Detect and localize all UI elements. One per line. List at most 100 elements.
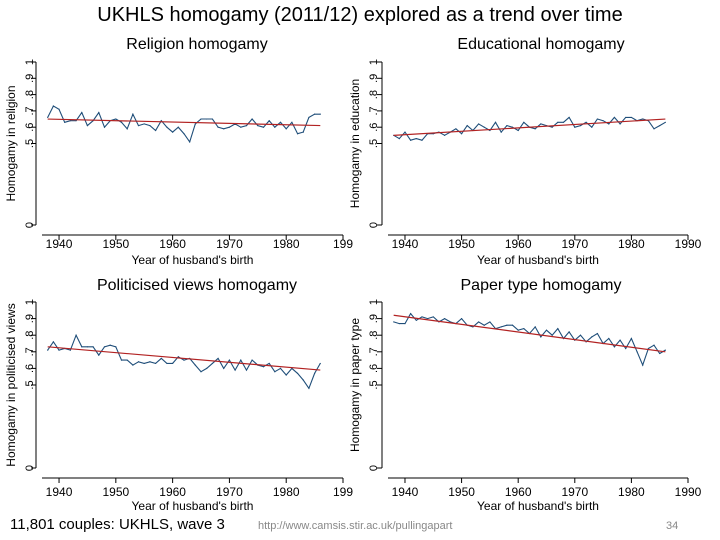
x-tick-label: 1950 xyxy=(102,485,129,499)
data-point xyxy=(636,351,638,353)
data-point xyxy=(149,124,151,127)
data-point xyxy=(398,138,400,140)
data-point xyxy=(308,387,310,389)
x-tick-label: 1990 xyxy=(675,237,702,251)
source-url[interactable]: http://www.camsis.stir.ac.uk/pullingapar… xyxy=(258,520,453,532)
data-point xyxy=(410,139,412,141)
data-point xyxy=(642,118,644,120)
data-point xyxy=(500,326,502,328)
trend-line xyxy=(393,118,666,136)
data-point xyxy=(206,118,208,120)
data-point xyxy=(653,128,655,130)
x-tick-label: 1950 xyxy=(448,237,475,251)
data-point xyxy=(183,133,185,135)
data-point xyxy=(109,344,111,346)
data-point xyxy=(166,126,168,128)
data-point xyxy=(69,120,71,122)
data-point xyxy=(103,346,106,348)
x-tick-label: 1960 xyxy=(159,237,186,251)
data-point xyxy=(421,139,423,141)
data-point xyxy=(257,124,259,127)
data-point xyxy=(75,120,77,122)
x-tick-label: 1950 xyxy=(102,237,129,251)
x-tick-label: 1960 xyxy=(159,485,186,499)
data-point xyxy=(120,359,123,361)
data-point xyxy=(659,124,661,127)
data-point xyxy=(477,321,480,323)
y-tick-label: .5 xyxy=(368,380,380,389)
data-point xyxy=(92,346,94,348)
y-axis-label: Homogamy in education xyxy=(348,79,362,208)
data-point xyxy=(172,362,174,365)
data-point xyxy=(240,126,242,128)
data-point xyxy=(455,128,457,130)
y-tick-label: .6 xyxy=(24,123,36,132)
data-point xyxy=(81,111,83,114)
data-point xyxy=(279,367,282,369)
data-point xyxy=(574,126,576,128)
data-point xyxy=(189,141,191,143)
data-point xyxy=(262,366,265,368)
data-point xyxy=(591,126,593,128)
data-point xyxy=(200,371,202,373)
data-point xyxy=(115,346,117,348)
data-point xyxy=(274,371,276,373)
data-point xyxy=(206,367,208,369)
data-point xyxy=(120,121,123,123)
data-point xyxy=(625,116,627,119)
trend-line xyxy=(47,346,321,371)
series-line xyxy=(47,105,321,144)
data-point xyxy=(319,113,321,115)
data-point xyxy=(291,121,293,123)
y-tick-label: .9 xyxy=(24,314,36,323)
data-point xyxy=(557,327,559,330)
data-point xyxy=(296,133,299,135)
y-tick-label: .9 xyxy=(368,74,380,83)
data-point xyxy=(421,316,423,318)
y-tick-label: .7 xyxy=(368,347,380,356)
chart-title: Politicised views homogamy xyxy=(97,277,297,294)
data-point xyxy=(274,126,276,128)
data-point xyxy=(579,124,582,127)
y-tick-label: .6 xyxy=(24,364,36,373)
x-tick-label: 1940 xyxy=(46,485,73,499)
series-line xyxy=(47,333,321,390)
data-point xyxy=(115,118,117,120)
data-point xyxy=(596,118,599,120)
data-point xyxy=(137,361,140,363)
y-tick-label: .8 xyxy=(368,90,380,99)
data-point xyxy=(477,123,480,125)
data-point xyxy=(647,347,649,350)
y-tick-label: 1 xyxy=(24,299,36,305)
data-point xyxy=(483,324,485,326)
y-tick-label: .8 xyxy=(24,331,36,340)
data-point xyxy=(506,324,508,326)
data-point xyxy=(314,372,316,374)
x-tick-label: 1970 xyxy=(216,485,243,499)
y-tick-label: .7 xyxy=(368,106,380,115)
data-point xyxy=(534,128,536,130)
data-point xyxy=(534,326,536,328)
data-point xyxy=(245,124,248,127)
x-tick-label: 1970 xyxy=(561,485,588,499)
data-point xyxy=(126,359,128,361)
data-point xyxy=(194,123,196,125)
page-number: 34 xyxy=(666,520,679,532)
footnote: 11,801 couples: UKHLS, wave 3 xyxy=(10,516,225,533)
data-point xyxy=(64,121,66,123)
data-point xyxy=(415,138,417,140)
x-tick-label: 1980 xyxy=(273,485,300,499)
chart-panel-3: Politicised views homogamy 1940 1950 1960 19… xyxy=(4,277,353,513)
data-point xyxy=(98,354,100,356)
data-point xyxy=(217,357,219,360)
y-tick-label: .6 xyxy=(368,123,380,132)
data-point xyxy=(427,318,429,320)
data-point xyxy=(540,336,542,338)
chart-panel-4: Paper type homogamy 1940 1950 1960 1970 1980 1… xyxy=(348,277,702,513)
x-axis-label: Year of husband's birth xyxy=(477,253,599,267)
data-point xyxy=(494,121,497,123)
data-point xyxy=(653,344,655,346)
y-tick-label: .5 xyxy=(368,139,380,148)
data-point xyxy=(137,124,140,127)
